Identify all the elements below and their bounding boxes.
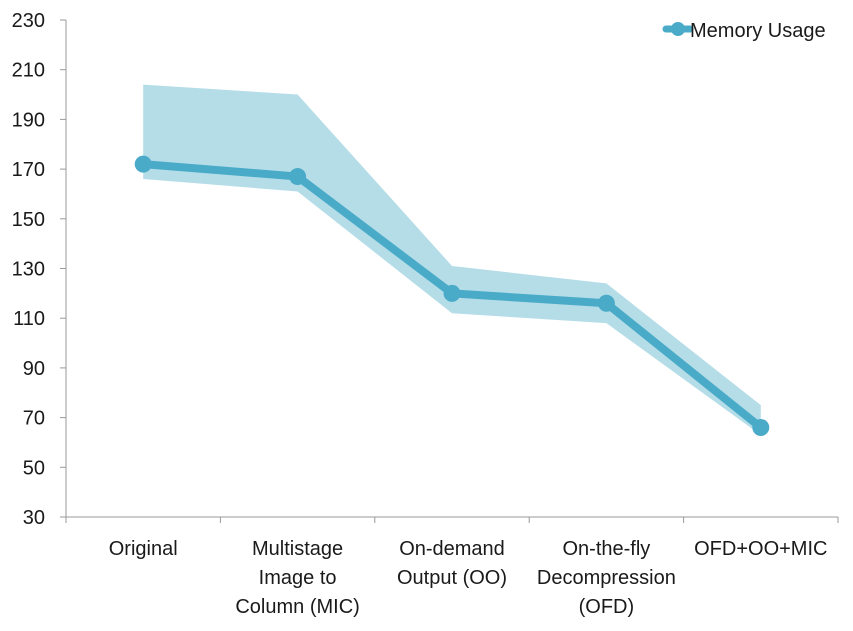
y-tick-label: 230	[12, 10, 45, 32]
data-point	[597, 294, 615, 312]
y-tick-label: 150	[12, 209, 45, 231]
y-tick-label: 190	[12, 109, 45, 131]
y-tick-label: 30	[23, 507, 45, 529]
x-tick-label-line: (OFD)	[579, 596, 635, 618]
x-tick-label-line: On-demand	[399, 538, 505, 560]
x-tick-label-line: Image to	[259, 567, 337, 589]
y-tick-label: 90	[23, 358, 45, 380]
y-tick-label: 70	[23, 408, 45, 430]
data-point	[443, 284, 461, 302]
x-tick-label-line: On-the-fly	[562, 538, 650, 560]
y-tick-label: 210	[12, 60, 45, 82]
tick-labels: 30 50 70 90 110 130 150 170 190 210 230 Original Mul…	[12, 10, 828, 618]
confidence-band-layer	[143, 84, 761, 435]
legend-label: Memory Usage	[690, 20, 826, 42]
y-tick-label: 170	[12, 159, 45, 181]
legend-marker-swatch	[671, 22, 685, 36]
series-layer	[134, 155, 770, 437]
axes	[60, 19, 839, 523]
x-tick-label: On-the-fly Decompression (OFD)	[537, 538, 676, 618]
x-tick-label: Multistage Image to Column (MIC)	[235, 538, 359, 618]
x-tick-label: OFD+OO+MIC	[694, 538, 827, 560]
data-point	[752, 419, 770, 437]
y-tick-label: 50	[23, 457, 45, 479]
x-tick-label-line: Multistage	[252, 538, 343, 560]
series-confidence-band	[143, 84, 761, 435]
x-tick-label: Original	[109, 538, 178, 560]
y-tick-label: 110	[13, 308, 45, 330]
x-tick-label-line: Output (OO)	[397, 567, 507, 589]
x-tick-label-line: Original	[109, 538, 178, 560]
y-tick-label: 130	[12, 259, 45, 281]
x-tick-label: On-demand Output (OO)	[397, 538, 507, 589]
legend: Memory Usage	[662, 20, 826, 42]
x-tick-label-line: Decompression	[537, 567, 676, 589]
x-tick-label-line: OFD+OO+MIC	[694, 538, 827, 560]
data-point	[134, 155, 152, 173]
x-tick-label-line: Column (MIC)	[235, 596, 359, 618]
data-point	[289, 168, 307, 186]
